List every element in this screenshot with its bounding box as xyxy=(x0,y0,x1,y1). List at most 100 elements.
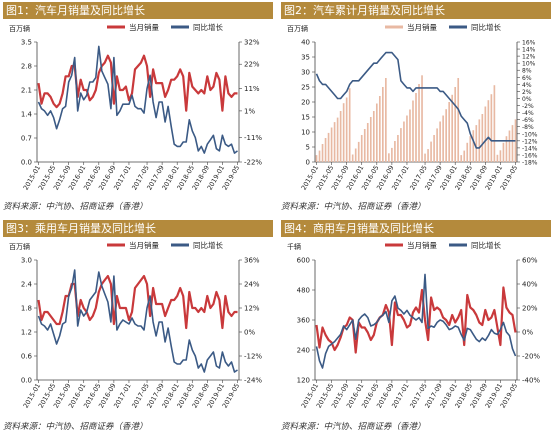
y-left-tick-label: 0.6 xyxy=(21,353,33,361)
bar xyxy=(415,93,417,162)
bar xyxy=(409,109,411,162)
bar xyxy=(499,150,502,162)
bar xyxy=(330,127,333,162)
bar xyxy=(321,144,324,162)
legend-label: 当月销量 xyxy=(129,240,159,250)
y-right-tick-label: -12% xyxy=(522,138,538,145)
y-right-tick-label: 20% xyxy=(522,305,538,313)
bar xyxy=(511,125,514,162)
y-right-tick-label: -10% xyxy=(522,131,538,138)
bar xyxy=(315,155,318,162)
bar xyxy=(375,103,378,162)
y-right-tick-label: 22% xyxy=(244,61,260,69)
y-right-tick-label: -24% xyxy=(244,377,262,385)
chart-panel-4: 图4：商用车月销量及同比增长 千辆 当月销量 同比增长 120 240 360 480 600… xyxy=(281,220,551,432)
chart-source: 资料来源：中汽协、招商证券（香港） xyxy=(281,422,426,432)
bar xyxy=(460,155,463,162)
bar xyxy=(439,121,441,162)
bar xyxy=(351,154,354,162)
bar xyxy=(469,136,472,162)
bar xyxy=(463,150,466,162)
y-left-tick-label: 2.4 xyxy=(21,281,33,289)
bar xyxy=(451,94,454,162)
bar xyxy=(442,115,444,162)
y-left-tick-label: 240 xyxy=(297,347,310,355)
series-line xyxy=(37,45,238,154)
y-right-tick-label: 0% xyxy=(522,329,533,337)
y-left-tick-label: 480 xyxy=(297,287,310,295)
y-left-tick-label: 2.1 xyxy=(21,87,32,95)
series-line xyxy=(37,54,238,112)
y-right-tick-label: -18% xyxy=(522,160,538,167)
y-left-tick-label: 1.2 xyxy=(21,329,32,337)
bar xyxy=(388,153,390,162)
bar xyxy=(502,142,505,162)
y-left-tick-label: 5 xyxy=(306,144,310,152)
y-left-tick-label: 1.8 xyxy=(21,305,32,313)
bar xyxy=(318,150,321,162)
bar xyxy=(487,100,490,162)
legend-label: 同比增长 xyxy=(471,22,501,32)
chart-panel-3: 图3：乘用车月销量及同比增长 百万辆 当月销量 同比增长 0.0 0.6 1.2 1.8 2.… xyxy=(3,220,273,432)
bar xyxy=(475,125,478,162)
chart-4: 千辆 当月销量 同比增长 120 240 360 480 600 -40% -20% 0% 20% 40… xyxy=(287,240,540,410)
y-right-tick-label: 16% xyxy=(522,40,536,47)
legend-label: 同比增长 xyxy=(193,240,223,250)
y-right-tick-label: -40% xyxy=(522,377,540,385)
y-left-unit: 千辆 xyxy=(287,242,301,251)
bar xyxy=(363,129,366,162)
legend: 当月销量 同比增长 xyxy=(385,22,501,32)
y-right-tick-label: 0% xyxy=(244,329,255,337)
y-right-tick-label: 1% xyxy=(244,107,255,115)
bar xyxy=(484,106,487,162)
bar xyxy=(481,114,484,162)
y-left-tick-label: 2.8 xyxy=(21,63,32,71)
chart-title: 图4：商用车月销量及同比增长 xyxy=(281,220,551,237)
bar xyxy=(394,141,396,162)
y-right-tick-label: 12% xyxy=(244,305,260,313)
bar xyxy=(496,154,499,162)
y-right-tick-label: -2% xyxy=(522,103,534,110)
bar xyxy=(357,141,360,162)
y-right-tick-label: 6% xyxy=(522,75,532,82)
bar xyxy=(378,96,381,162)
bar xyxy=(424,153,426,162)
y-right-tick-label: 32% xyxy=(244,39,260,47)
bar xyxy=(466,142,469,162)
y-right-tick-label: -22% xyxy=(244,159,262,167)
bar xyxy=(345,97,348,162)
y-right-tick-label: -6% xyxy=(522,117,534,124)
legend-label: 当月销量 xyxy=(129,22,159,32)
bar xyxy=(385,78,387,162)
bar xyxy=(472,130,475,162)
bar xyxy=(360,135,363,162)
y-left-tick-label: 10 xyxy=(301,129,310,137)
series-line xyxy=(315,286,517,354)
bar xyxy=(436,128,438,162)
y-left-tick-label: 600 xyxy=(297,257,310,265)
y-right-tick-label: 2% xyxy=(522,89,532,96)
chart-source: 资料来源：中汽协、招商证券（香港） xyxy=(281,202,426,212)
legend-label: 当月销量 xyxy=(407,240,437,250)
chart-1: 百万辆 当月销量 同比增长 0.0 0.7 1.4 2.1 2.8 3.5 -22% -11% 1% 1… xyxy=(9,22,262,192)
bar xyxy=(391,147,393,162)
bar xyxy=(478,119,481,162)
chart-panel-1: 图1：汽车月销量及同比增长 百万辆 当月销量 同比增长 0.0 0.7 1.4 2.1 2.8… xyxy=(3,2,273,214)
y-left-tick-label: 3.5 xyxy=(21,39,32,47)
bar xyxy=(342,103,345,162)
legend: 当月销量 同比增长 xyxy=(107,240,223,250)
bar xyxy=(430,141,432,162)
y-right-tick-label: 36% xyxy=(244,257,260,265)
chart-panel-2: 图2：汽车累计月销量及同比增长 百万辆 当月销量 同比增长 0 5 10 15 20 25 30 3… xyxy=(281,2,551,214)
y-left-tick-label: 0.7 xyxy=(21,135,32,143)
y-left-unit: 百万辆 xyxy=(9,242,30,251)
bar xyxy=(508,130,511,162)
y-left-tick-label: 15 xyxy=(301,114,310,122)
bar xyxy=(354,148,357,162)
bar xyxy=(427,149,429,162)
bar xyxy=(400,128,402,162)
y-right-tick-label: -14% xyxy=(522,145,538,152)
y-left-tick-label: 0.0 xyxy=(21,377,32,385)
bar xyxy=(324,138,327,162)
y-left-tick-label: 360 xyxy=(297,317,310,325)
